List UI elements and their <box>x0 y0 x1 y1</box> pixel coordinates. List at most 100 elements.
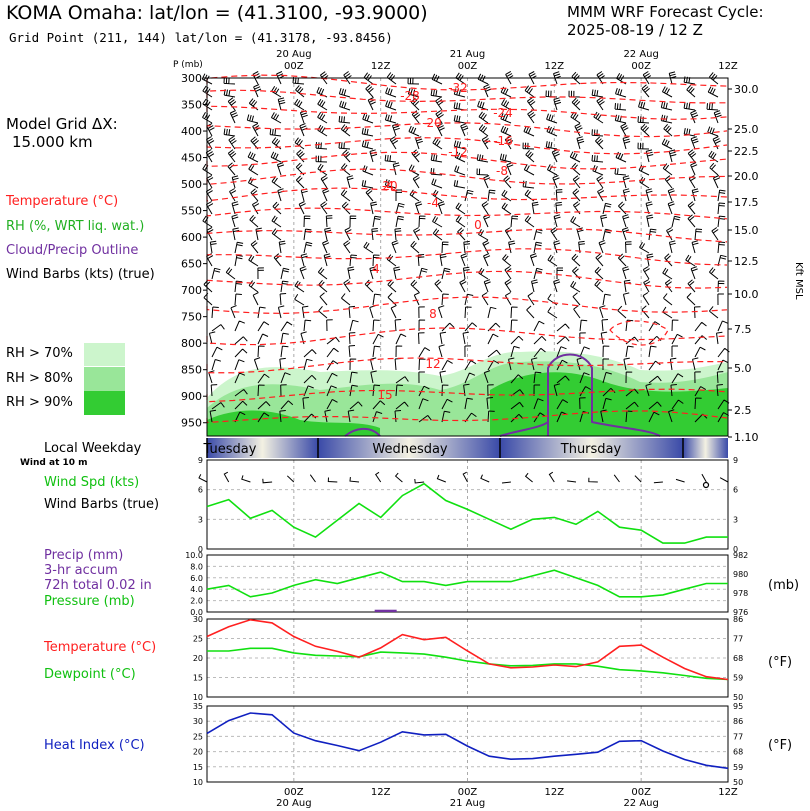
wind-panel-left-tick: 0 <box>198 545 203 554</box>
forecast-cycle: 2025-08-19 / 12 Z <box>567 21 703 39</box>
temperature-label: Temperature (°C) <box>44 640 157 655</box>
precip-panel-left-tick: 4.0 <box>190 585 203 594</box>
pressure-tick-label: 800 <box>181 337 202 350</box>
precip-panel-right-tick: 976 <box>733 608 748 617</box>
pressure-tick-label: 400 <box>181 125 202 138</box>
wind-speed-line <box>206 482 728 544</box>
temperature-contour-label: -24 <box>493 106 513 120</box>
height-tick-label: 2.5 <box>734 404 752 417</box>
temperature-contour <box>206 296 728 315</box>
heat-index-label: Heat Index (°C) <box>44 738 145 753</box>
temperature-contour <box>206 357 728 374</box>
temperature-contour-label: -20 <box>422 116 442 130</box>
height-tick-label: 12.5 <box>734 255 759 268</box>
sounding-frame <box>206 77 729 437</box>
height-tick-label: 1.10 <box>734 431 759 444</box>
top-time-tick-label: 00Z <box>458 61 478 72</box>
heat-index-line <box>206 712 729 770</box>
precip-label: Precip (mm) <box>44 548 124 563</box>
precip-panel-right-tick: 982 <box>733 551 748 560</box>
bottom-date-label: 21 Aug <box>450 798 485 809</box>
legend-rh80: RH > 80% <box>6 371 73 386</box>
pressure-tick-label: 500 <box>181 178 202 191</box>
pressure-tick-label: 350 <box>181 99 202 112</box>
heat-panel-left-tick: 20 <box>193 748 203 757</box>
temperature-contour-label: -32 <box>448 81 468 95</box>
calm-wind-marker <box>702 481 710 489</box>
pressure-tick-label: 750 <box>181 311 202 324</box>
temperature-contour <box>206 74 728 91</box>
heat-panel-left-tick: 25 <box>193 732 203 741</box>
temperature-line <box>206 618 729 681</box>
temperature-contour-label: 15 <box>377 388 392 402</box>
cloud-outline <box>499 421 549 437</box>
temperature-contour <box>206 410 728 424</box>
weekday-title: Local Weekday <box>44 441 142 456</box>
precip-panel-left-tick: 0.0 <box>190 608 203 617</box>
temperature-contour <box>206 105 728 120</box>
temperature-contour-label: -16 <box>493 134 513 148</box>
temperature-contour-label: 12 <box>425 357 440 371</box>
temp-panel-right-tick: 86 <box>733 615 743 624</box>
temperature-contour <box>206 151 728 170</box>
model-grid-label: Model Grid ΔX: <box>6 115 118 133</box>
heat-panel-right-tick: 77 <box>733 732 743 741</box>
model-grid-value: 15.000 km <box>12 133 93 151</box>
temp-panel-right-tick: 59 <box>733 674 743 683</box>
heat-panel-left-tick: 15 <box>193 763 203 772</box>
temperature-contour <box>206 327 728 346</box>
temp-panel-right-tick: 77 <box>733 635 743 644</box>
precip-panel-left-tick: 10.0 <box>185 551 203 560</box>
wind-speed-label: Wind Spd (kts) <box>44 475 140 490</box>
pressure-tick-label: 550 <box>181 205 202 218</box>
legend-temperature: Temperature (°C) <box>6 194 119 209</box>
pressure-unit: (mb) <box>768 578 800 593</box>
temperature-contour-label: -28 <box>400 89 420 103</box>
temp-panel-right-tick: 68 <box>733 654 743 663</box>
temperature-unit-f: (°F) <box>768 655 793 670</box>
temp-panel-left-tick: 25 <box>193 635 203 644</box>
weekday-band <box>318 438 500 458</box>
legend-swatch-rh70 <box>84 343 125 366</box>
weekday-band <box>683 438 728 458</box>
wind-barbs-label: Wind Barbs (true) <box>44 497 160 512</box>
wind-panel-right-tick: 6 <box>733 486 738 495</box>
wind-panel-left-tick: 9 <box>198 456 203 465</box>
heat-panel-right-tick: 68 <box>733 748 743 757</box>
temp-panel-left-tick: 15 <box>193 674 203 683</box>
heat-panel-left-tick: 10 <box>193 778 203 787</box>
heat-panel-frame <box>206 705 729 783</box>
height-tick-label: 7.5 <box>734 323 752 336</box>
weekday-label: Thursday <box>560 442 622 457</box>
wind-panel-right-tick: 0 <box>733 545 738 554</box>
temp-panel-left-tick: 30 <box>193 615 203 624</box>
height-tick-label: 17.5 <box>734 196 759 209</box>
weekday-label: Wednesday <box>372 442 448 457</box>
dewpoint-line <box>207 647 729 681</box>
top-date-label: 21 Aug <box>450 49 485 60</box>
legend-rh90: RH > 90% <box>6 395 73 410</box>
precip-accum-label: 3-hr accum <box>44 563 118 578</box>
heat-panel-left-tick: 35 <box>193 702 203 711</box>
bottom-date-label: 20 Aug <box>276 798 311 809</box>
pressure-tick-label: 300 <box>181 72 202 85</box>
temperature-contour-label: 4 <box>372 262 380 276</box>
bottom-time-tick-label: 00Z <box>458 787 478 798</box>
temperature-contour <box>206 388 728 403</box>
precip-panel-left-tick: 2.0 <box>190 597 203 606</box>
bottom-time-tick-label: 00Z <box>631 787 651 798</box>
wind-panel-left-tick: 3 <box>198 515 203 524</box>
top-time-tick-label: 00Z <box>631 61 651 72</box>
temperature-contour <box>206 228 728 243</box>
temp-panel-left-tick: 20 <box>193 654 203 663</box>
pressure-tick-label: 900 <box>181 390 202 403</box>
dewpoint-label: Dewpoint (°C) <box>44 667 136 682</box>
height-tick-label: 15.0 <box>734 224 759 237</box>
temp-panel-right-tick: 50 <box>733 693 743 702</box>
height-tick-label: 20.0 <box>734 170 759 183</box>
cloud-outline <box>547 353 661 437</box>
legend-swatch-rh80 <box>84 367 125 391</box>
temperature-contour <box>206 270 728 289</box>
temperature-contour <box>206 122 728 138</box>
